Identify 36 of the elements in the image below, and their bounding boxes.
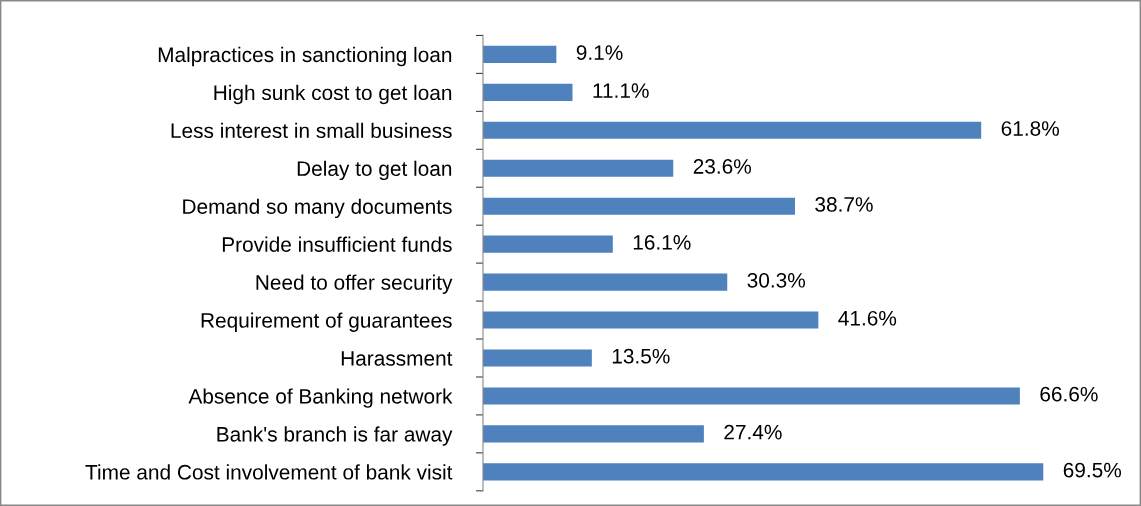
bar [483, 387, 1020, 405]
y-tick-label: Need to offer security [256, 274, 453, 294]
data-label: 61.8% [1001, 121, 1059, 136]
data-label: 9.1% [576, 45, 623, 60]
data-label: 30.3% [747, 272, 806, 288]
y-tick-label: Provide insufficient funds [222, 236, 452, 252]
data-label: 23.6% [693, 159, 752, 174]
bar [483, 311, 819, 329]
y-tick-label: Bank's branch is far away [217, 426, 453, 446]
bar [483, 83, 573, 101]
data-label: 11.1% [593, 83, 649, 98]
y-tick-label: High sunk cost to get loan [214, 84, 452, 105]
y-tick-label: Demand so many documents [183, 198, 452, 219]
bar [483, 45, 557, 63]
bar [483, 349, 592, 367]
y-tick-label: Malpractices in sanctioning loan [158, 46, 452, 67]
bar [483, 273, 728, 291]
y-tick-label: Delay to get loan [297, 160, 452, 181]
y-tick-label: Time and Cost involvement of bank visit [85, 464, 453, 480]
bar [483, 121, 982, 139]
data-label: 69.5% [1063, 462, 1122, 478]
bar [483, 197, 795, 215]
y-tick-label: Requirement of guarantees [201, 312, 452, 332]
data-label: 38.7% [815, 197, 873, 212]
y-tick-label: Less interest in small business [171, 122, 452, 139]
y-tick-label: Absence of Banking network [188, 388, 453, 408]
bar [483, 425, 704, 443]
data-label: 16.1% [633, 234, 691, 250]
bar [483, 235, 613, 253]
y-tick-label: Harassment [341, 351, 453, 366]
data-label: 27.4% [724, 424, 782, 440]
data-label: 13.5% [612, 348, 670, 364]
bar [483, 159, 674, 177]
data-label: 66.6% [1040, 386, 1098, 402]
data-label: 41.6% [838, 310, 897, 326]
bar [483, 463, 1044, 481]
